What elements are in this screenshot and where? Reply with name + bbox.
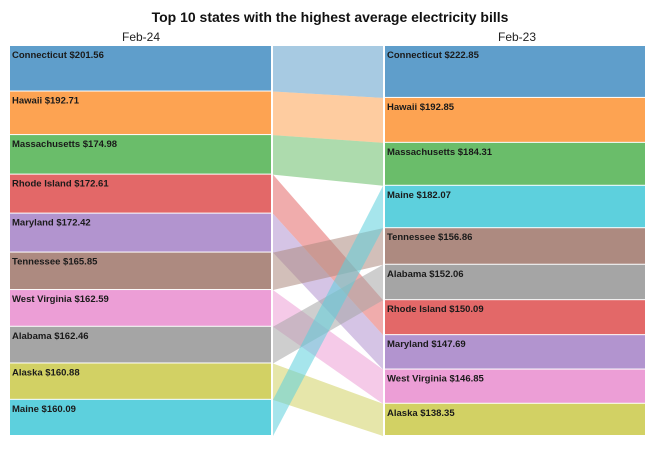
left-bar-label: Alaska $160.88 (12, 367, 80, 378)
right-bar-rhode-island (385, 300, 645, 335)
right-bar-maryland (385, 335, 645, 369)
left-bar-label: Maine $160.09 (12, 404, 76, 415)
right-bar-label: Massachusetts $184.31 (387, 147, 493, 158)
ribbon-maine (273, 185, 383, 436)
left-bar-label: Alabama $162.46 (12, 331, 89, 342)
left-bar-alaska (10, 363, 271, 399)
bars: Connecticut $201.56 Hawaii $192.71 Massach… (10, 46, 645, 435)
left-bar-label: Hawaii $192.71 (12, 96, 80, 107)
right-bar-massachusetts (385, 142, 645, 185)
right-bar-label: Hawaii $192.85 (387, 102, 455, 113)
left-bar-label: Tennessee $165.85 (12, 257, 98, 268)
right-bar-label: Maine $182.07 (387, 190, 451, 201)
right-bar-label: Alabama $152.06 (387, 269, 464, 280)
right-bar-alaska (385, 403, 645, 435)
right-bar-tennessee (385, 228, 645, 264)
left-bar-rhode-island (10, 174, 271, 213)
left-bar-tennessee (10, 252, 271, 290)
left-bar-label: Rhode Island $172.61 (12, 179, 109, 190)
right-bar-label: West Virginia $146.85 (387, 374, 485, 385)
left-bar-hawaii (10, 91, 271, 135)
right-bar-label: Alaska $138.35 (387, 408, 455, 419)
right-bar-west-virginia (385, 369, 645, 403)
column-label-right: Feb-23 (498, 30, 536, 44)
left-bar-massachusetts (10, 135, 271, 174)
right-bar-alabama (385, 264, 645, 300)
ribbon-hawaii (273, 91, 383, 143)
left-bar-connecticut (10, 46, 271, 91)
left-bar-label: Massachusetts $174.98 (12, 139, 117, 150)
column-label-left: Feb-24 (122, 30, 160, 44)
right-bar-label: Maryland $147.69 (387, 339, 466, 350)
left-bar-maryland (10, 213, 271, 252)
right-bar-maine (385, 185, 645, 228)
ribbon-massachusetts (273, 135, 383, 186)
left-bar-label: West Virginia $162.59 (12, 294, 109, 305)
right-bar-label: Tennessee $156.86 (387, 232, 472, 243)
left-bar-maine (10, 399, 271, 435)
left-bar-alabama (10, 326, 271, 363)
ribbons (273, 46, 383, 436)
right-bar-label: Rhode Island $150.09 (387, 304, 484, 315)
left-bar-label: Connecticut $201.56 (12, 50, 104, 61)
right-bar-hawaii (385, 97, 645, 142)
chart-title: Top 10 states with the highest average e… (152, 9, 509, 25)
right-bar-label: Connecticut $222.85 (387, 50, 480, 61)
ribbon-connecticut (273, 46, 383, 98)
right-bar-connecticut (385, 46, 645, 97)
left-bar-west-virginia (10, 290, 271, 326)
left-bar-label: Maryland $172.42 (12, 218, 91, 229)
